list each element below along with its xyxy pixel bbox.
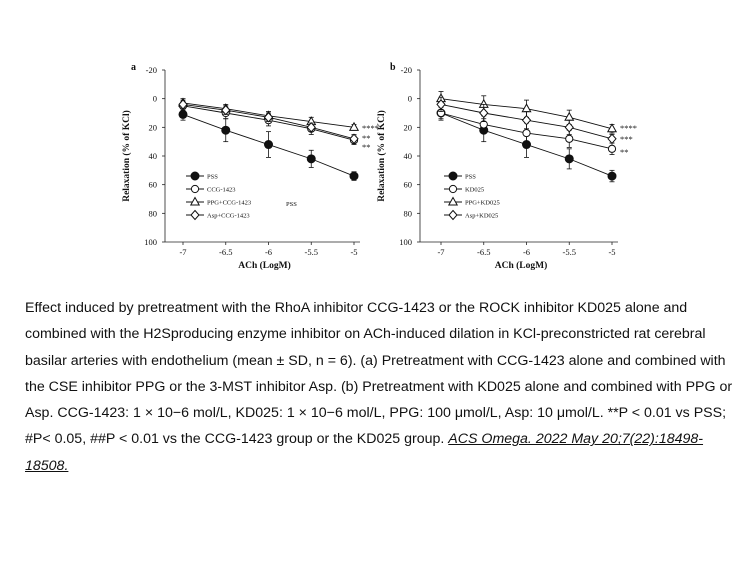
significance-label: ** (362, 142, 371, 152)
legend-label: PPG+KD025 (465, 200, 500, 207)
legend-label: Asp+KD025 (465, 213, 498, 220)
legend-label: CCG-1423 (207, 187, 236, 194)
y-tick-label: 100 (144, 237, 157, 247)
x-tick-label: -6 (265, 247, 272, 257)
legend-label: PSS (465, 174, 476, 181)
data-point (607, 133, 617, 145)
significance-label: ** (362, 133, 371, 143)
data-point (522, 128, 531, 138)
figure-caption: Effect induced by pretreatment with the … (25, 295, 741, 479)
data-point (521, 103, 532, 113)
x-tick-label: -6.5 (477, 247, 490, 257)
y-axis-title: Relaxation (% of KCl) (121, 110, 132, 202)
x-tick-label: -7 (437, 247, 444, 257)
chart-panel-a: a -20 0 20 40 60 80 100 -7 -6.5 -6 -5.5 -5 ACh (LogM)… (121, 62, 379, 271)
y-tick-label: 20 (404, 122, 413, 132)
y-tick-label: 100 (399, 237, 412, 247)
data-point (221, 125, 231, 135)
legend-label: Asp+CCG-1423 (207, 213, 250, 220)
extra-label: PSS (286, 201, 297, 208)
x-tick-label: -7 (179, 247, 186, 257)
data-point (564, 154, 574, 164)
y-tick-label: 80 (149, 208, 158, 218)
legend-marker (190, 209, 200, 221)
panel-label: a (131, 62, 136, 73)
data-point (306, 122, 316, 133)
data-point (436, 99, 446, 110)
panel-label: b (390, 62, 396, 73)
significance-label: *** (620, 134, 633, 144)
data-point (349, 171, 359, 181)
caption-citation: ACS Omega. 2022 May 20;7(22):18498-18508… (25, 431, 704, 474)
x-tick-label: -5 (608, 247, 615, 257)
y-tick-label: 60 (149, 180, 158, 190)
significance-label: **** (620, 123, 637, 133)
data-point (607, 144, 617, 153)
data-point (221, 104, 231, 116)
x-tick-label: -5 (350, 247, 357, 257)
y-tick-label: 40 (404, 151, 413, 161)
y-tick-label: -20 (146, 65, 157, 75)
data-point (564, 122, 574, 133)
data-point (264, 140, 273, 150)
y-tick-label: 40 (149, 151, 158, 161)
significance-label: **** (362, 123, 379, 133)
legend-label: PSS (207, 174, 218, 181)
data-point (521, 114, 532, 126)
x-tick-label: -5.5 (305, 247, 318, 257)
legend-label: PPG+CCG-1423 (207, 200, 251, 207)
y-tick-label: 0 (408, 94, 412, 104)
legend-marker (448, 209, 458, 221)
caption-text: Effect induced by pretreatment with the … (25, 300, 733, 448)
legend: PSS KD025 PPG+KD025 Asp+KD025 (444, 171, 500, 221)
y-tick-label: -20 (401, 65, 412, 75)
x-axis-title: ACh (LogM) (238, 260, 291, 271)
legend-marker (189, 196, 201, 206)
y-tick-label: 80 (404, 208, 413, 218)
x-axis-title: ACh (LogM) (495, 260, 548, 271)
y-tick-label: 0 (153, 94, 157, 104)
y-tick-label: 60 (404, 180, 413, 190)
figure-panels: a -20 0 20 40 60 80 100 -7 -6.5 -6 -5.5 -5 ACh (LogM)… (121, 62, 637, 271)
chart-panel-b: b -20 0 20 40 60 80 100 -7 -6.5 -6 -5.5 -5 ACh (LogM)… (376, 62, 637, 271)
data-point (178, 99, 188, 110)
series-PSS (178, 108, 359, 181)
data-point (306, 154, 316, 164)
data-point (607, 171, 617, 181)
y-axis-title: Relaxation (% of KCl) (376, 110, 387, 202)
legend-marker (448, 171, 458, 181)
legend-marker (190, 171, 200, 181)
legend-marker (190, 184, 200, 194)
significance-label: ** (620, 147, 629, 157)
x-tick-label: -6.5 (219, 247, 232, 257)
data-point (606, 123, 618, 133)
data-point (349, 133, 359, 145)
legend-marker (447, 196, 459, 206)
x-tick-label: -5.5 (563, 247, 576, 257)
legend-marker (448, 184, 458, 194)
data-point (479, 107, 489, 119)
data-point (263, 112, 274, 123)
data-point (565, 134, 574, 143)
series-Asp+CCG-1423 (178, 99, 359, 145)
y-tick-label: 20 (149, 122, 158, 132)
series-Asp+KD025 (436, 96, 617, 145)
x-tick-label: -6 (523, 247, 530, 257)
data-point (178, 109, 188, 119)
data-point (348, 121, 360, 131)
legend-label: KD025 (465, 187, 484, 194)
legend: PSS CCG-1423 PPG+CCG-1423 Asp+CCG-1423 (186, 171, 251, 221)
